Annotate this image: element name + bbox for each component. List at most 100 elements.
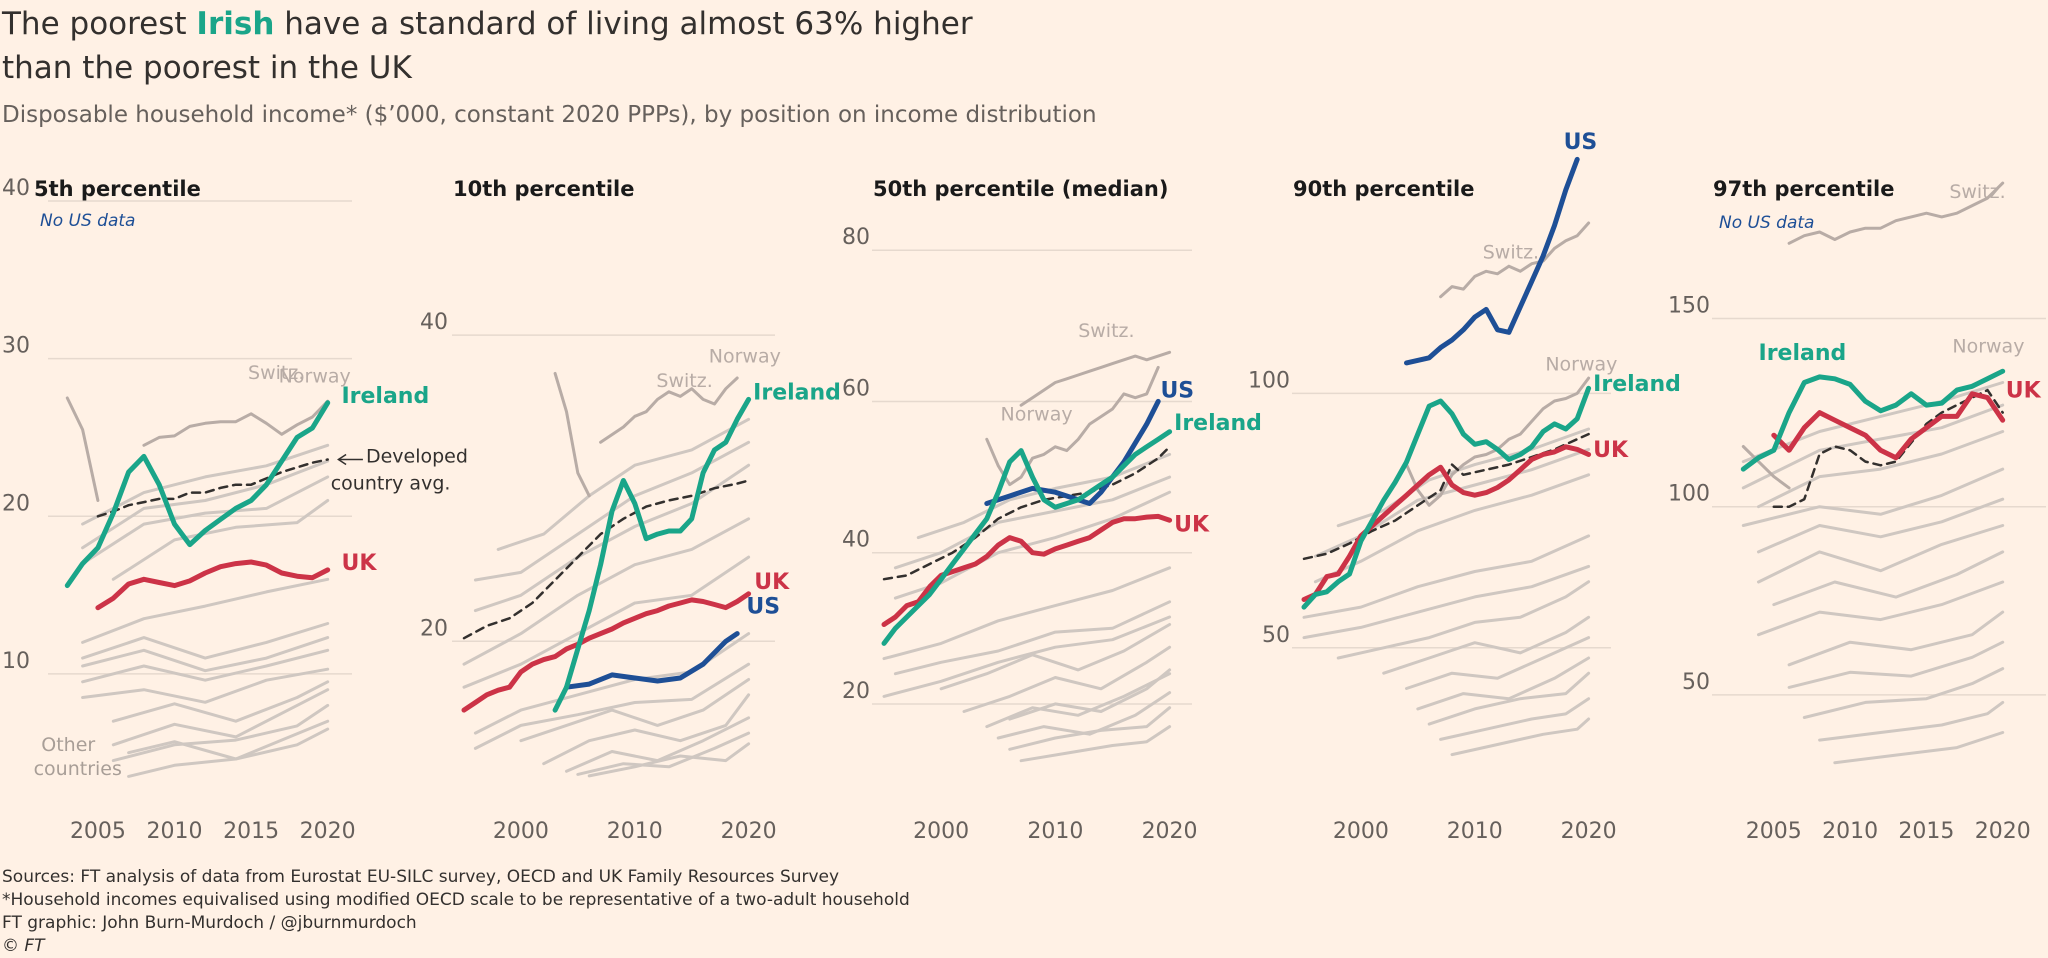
x-tick-label: 2020 (1561, 819, 1617, 844)
x-tick-label: 2000 (493, 819, 549, 844)
x-tick-label: 2010 (1027, 819, 1083, 844)
series-line-other-country (81, 622, 330, 660)
series-line-other-country (1302, 534, 1591, 619)
series-line-uk (95, 559, 331, 611)
series-label: country avg. (331, 472, 451, 494)
series-label: Ireland (1593, 372, 1681, 397)
series-line-other-country (962, 645, 1172, 713)
footer-sources: Sources: FT analysis of data from Eurost… (2, 867, 840, 887)
series-line-other-country (111, 688, 330, 747)
series-line-other-country (1427, 671, 1591, 726)
series-line-other-country (542, 693, 751, 766)
y-tick-label: 20 (842, 679, 870, 704)
panel-title: 10th percentile (453, 177, 634, 201)
series-label: Norway (1001, 403, 1073, 425)
series-line-other-country (1757, 580, 2005, 637)
series-label: UK (341, 551, 377, 576)
series-line-other-country (587, 742, 751, 778)
x-tick-label: 2020 (300, 819, 356, 844)
series-line-norway (553, 371, 591, 498)
series-label: UK (1174, 513, 1210, 538)
series-line-other-country (81, 459, 330, 550)
series-line-other-country (473, 440, 751, 582)
y-tick-label: 100 (1668, 482, 1710, 507)
panel-5: 50 100 150 2005 2010 2015 2020 97th percentile N… (1668, 177, 2046, 844)
y-tick-label: 80 (842, 225, 870, 250)
series-line-other-country (939, 623, 1172, 691)
series-line-other-country (1787, 610, 2005, 667)
series-label: countries (34, 758, 122, 780)
series-line-other-country (111, 499, 330, 581)
x-tick-label: 2020 (1142, 819, 1198, 844)
y-tick-label: 60 (842, 376, 870, 401)
series-line-uk (1771, 391, 2006, 461)
series-line-switz (142, 399, 330, 447)
series-line-other-country (1833, 731, 2005, 765)
series-label: Ireland (1174, 411, 1262, 436)
series-label: Ireland (341, 384, 429, 409)
series-line-other-country (81, 577, 330, 644)
series-label: Switz. (1483, 242, 1539, 264)
y-tick-label: 50 (1682, 670, 1710, 695)
series-line-other-country (1757, 524, 2005, 584)
y-tick-label: 40 (420, 310, 448, 335)
series-label: US (746, 595, 780, 620)
series-line-norway (985, 365, 1160, 487)
panel-title: 90th percentile (1293, 177, 1474, 201)
series-line-other-country (1439, 697, 1591, 741)
series-line-switz (599, 376, 739, 444)
series-line-switz (1019, 350, 1172, 407)
series-line-other-country (1313, 447, 1591, 558)
series-line-us (984, 398, 1161, 506)
series-line-other-country (985, 672, 1172, 729)
series-line-ireland (64, 400, 331, 589)
series-line-ireland (552, 396, 752, 713)
series-line-other-country (462, 555, 751, 689)
series-line-other-country (893, 600, 1172, 676)
x-tick-label: 2000 (1333, 819, 1389, 844)
panel-2: 20 40 2000 2010 2020 10th percentile Switz.Nor… (420, 177, 841, 844)
series-line-us (1404, 156, 1580, 366)
footer-copyright: © FT (2, 936, 45, 956)
series-label: Switz. (1949, 181, 2005, 203)
series-line-switz (1787, 181, 2005, 245)
x-tick-label: 2010 (1447, 819, 1503, 844)
series-line-uk (881, 513, 1173, 627)
y-tick-label: 20 (420, 616, 448, 641)
series-line-other-country (1302, 564, 1591, 640)
series-label: UK (1593, 438, 1629, 463)
series-line-other-country (81, 443, 330, 526)
series-label: Norway (279, 365, 351, 387)
series-line-us (564, 631, 740, 690)
series-line-other-country (81, 636, 330, 673)
series-line-other-country (1019, 725, 1172, 763)
series-label: Switz. (1078, 320, 1134, 342)
series-label: UK (2006, 379, 2042, 404)
series-line-other-country (1802, 667, 2005, 719)
series-line-other-country (1405, 636, 1591, 690)
y-tick-label: 50 (1262, 623, 1290, 648)
series-line-other-country (1741, 403, 2005, 490)
title-highlight: Irish (196, 6, 275, 42)
series-line-other-country (1772, 550, 2005, 607)
series-label: Switz. (248, 362, 304, 384)
series-line-other-country (1008, 706, 1172, 751)
series-label: Norway (709, 346, 781, 368)
series-label: Norway (1952, 335, 2024, 357)
series-line-other-country (111, 680, 330, 723)
x-tick-label: 2015 (223, 819, 279, 844)
series-line-other-country (1787, 640, 2005, 689)
series-line-ireland (1301, 385, 1592, 610)
title-line2: than the poorest in the UK (2, 50, 412, 86)
y-tick-label: 40 (2, 176, 30, 201)
x-tick-label: 2005 (70, 819, 126, 844)
series-line-other-country (127, 719, 330, 761)
series-line-norway (1741, 445, 1791, 490)
series-line-other-country (882, 566, 1172, 661)
series-line-uk (1301, 444, 1592, 602)
series-label: Switz. (656, 370, 712, 392)
series-line-other-country (519, 678, 751, 743)
annotation-arrowhead (337, 453, 347, 466)
footer: Sources: FT analysis of data from Eurost… (2, 866, 910, 958)
